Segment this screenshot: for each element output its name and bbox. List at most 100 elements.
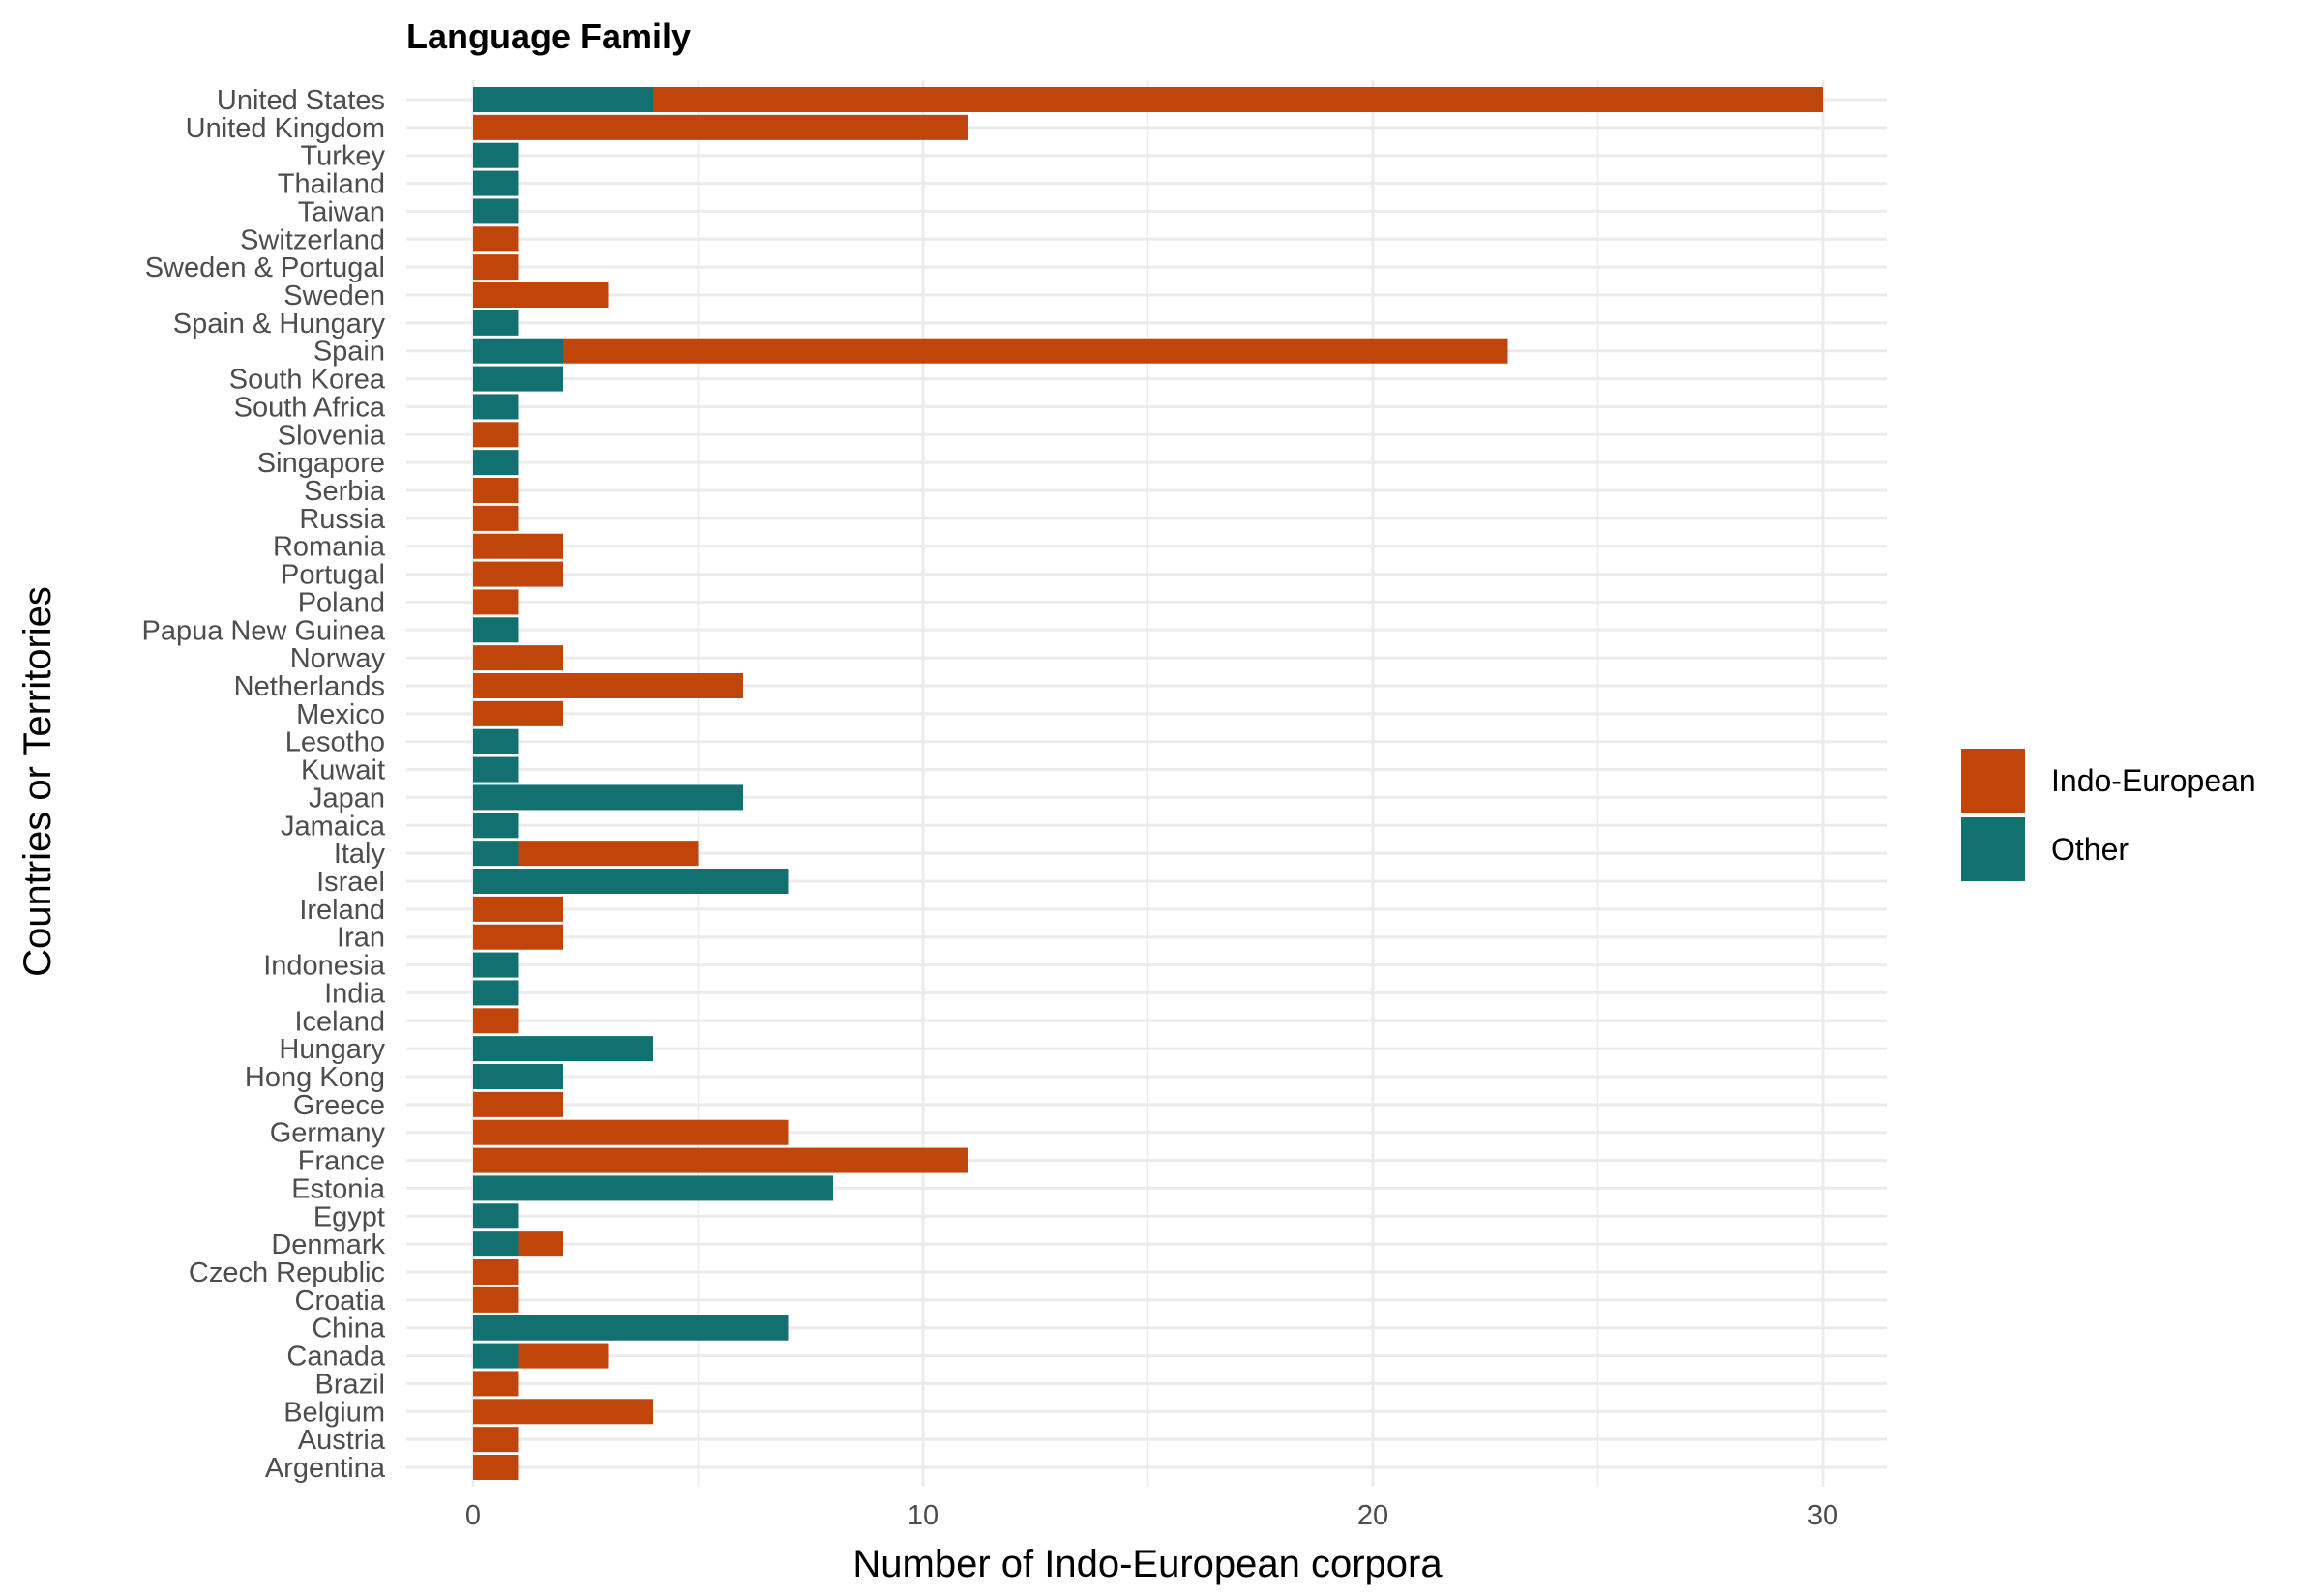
y-tick-label: Iceland (294, 1006, 385, 1037)
y-tick-label: Israel (316, 867, 385, 898)
y-tick-label: Lesotho (285, 727, 385, 758)
y-tick-label: Portugal (281, 560, 385, 591)
bar-indo-european (518, 1343, 609, 1369)
y-tick-label: China (312, 1314, 386, 1345)
bar-indo-european (473, 533, 563, 559)
bar-other (473, 1203, 519, 1229)
bar-indo-european (473, 478, 519, 503)
bar-indo-european (473, 673, 743, 698)
y-tick-label: Kuwait (301, 755, 385, 786)
chart-title: Language Family (406, 16, 691, 56)
y-tick-label: Czech Republic (189, 1257, 385, 1288)
bar-indo-european (473, 422, 519, 448)
y-tick-label: Ireland (299, 895, 385, 926)
y-tick-label: Singapore (257, 448, 385, 479)
y-tick-label: Russia (299, 504, 386, 535)
bar-indo-european (473, 254, 519, 281)
y-tick-label: Greece (293, 1090, 385, 1121)
bar-other (473, 784, 743, 811)
y-tick-label: Brazil (314, 1369, 385, 1400)
bar-indo-european (473, 924, 563, 950)
bars (473, 87, 1823, 1480)
y-tick-label: Norway (290, 643, 386, 674)
y-tick-label: France (298, 1146, 385, 1177)
bar-other (473, 170, 519, 196)
legend-label: Indo-European (2051, 763, 2256, 798)
x-tick-label: 10 (908, 1500, 938, 1531)
bar-indo-european (473, 589, 519, 615)
bar-indo-european (473, 1119, 789, 1145)
bar-indo-european (473, 1427, 519, 1453)
x-tick-label: 30 (1807, 1500, 1838, 1531)
bar-indo-european (473, 896, 563, 922)
bar-other (473, 617, 519, 643)
y-tick-label: Spain (313, 337, 385, 368)
bar-other (473, 198, 519, 224)
y-tick-label: Japan (309, 783, 385, 813)
bar-indo-european (473, 505, 519, 531)
y-tick-label: Belgium (283, 1397, 385, 1428)
y-tick-label: Netherlands (234, 671, 385, 702)
y-tick-label: Poland (298, 587, 385, 618)
bar-other (473, 756, 519, 783)
bar-indo-european (473, 1399, 653, 1425)
y-tick-label: Italy (334, 839, 386, 870)
bar-other (473, 366, 563, 392)
y-tick-label: Turkey (300, 141, 385, 172)
bar-other (473, 338, 563, 364)
bar-other (473, 952, 519, 978)
bar-other (473, 1175, 833, 1201)
y-tick-label: Iran (337, 923, 385, 954)
bar-indo-european (473, 114, 968, 140)
bar-indo-european (518, 841, 699, 867)
grid (406, 80, 1887, 1487)
bar-indo-european (473, 1008, 519, 1034)
bar-other (473, 869, 789, 894)
y-tick-label: United States (217, 85, 385, 116)
legend: Indo-European Other (1961, 749, 2256, 881)
bar-indo-european (473, 645, 563, 671)
bar-indo-european (653, 87, 1823, 112)
y-tick-label: Serbia (304, 476, 386, 507)
bar-other (473, 394, 519, 420)
bar-other (473, 980, 519, 1006)
y-tick-label: Hong Kong (245, 1062, 385, 1093)
bar-indo-european (473, 1147, 968, 1173)
legend-swatch (1961, 817, 2025, 881)
y-tick-label: South Korea (229, 365, 386, 396)
bar-other (473, 1343, 519, 1369)
y-tick-label: Mexico (296, 699, 385, 730)
bar-other (473, 450, 519, 476)
bar-other (473, 1315, 789, 1341)
y-tick-label: Jamaica (281, 811, 386, 842)
y-tick-label: Sweden & Portugal (145, 252, 385, 283)
y-tick-label: Argentina (265, 1453, 386, 1484)
y-tick-label: Egypt (313, 1201, 385, 1232)
bar-indo-european (473, 1091, 563, 1117)
y-tick-label: Denmark (271, 1229, 385, 1260)
bar-other (473, 142, 519, 168)
y-tick-label: India (324, 978, 386, 1009)
y-tick-label: Austria (298, 1425, 386, 1456)
y-tick-label: Estonia (291, 1173, 386, 1204)
bar-indo-european (473, 1455, 519, 1480)
legend-label: Other (2051, 832, 2128, 867)
bar-indo-european (473, 700, 563, 726)
bar-other (473, 310, 519, 336)
y-tick-label: Papua New Guinea (142, 615, 386, 646)
bar-other (473, 1064, 563, 1089)
y-tick-label: Thailand (278, 169, 385, 200)
y-tick-label: Germany (270, 1118, 386, 1149)
bar-indo-european (473, 282, 609, 308)
y-tick-label: Indonesia (263, 951, 386, 982)
bar-indo-european (473, 1371, 519, 1397)
bar-indo-european (518, 1231, 563, 1257)
x-tick-label: 20 (1357, 1500, 1388, 1531)
y-tick-label: Hungary (279, 1034, 385, 1065)
y-tick-label: Spain & Hungary (173, 309, 386, 340)
y-tick-label: Sweden (283, 281, 385, 311)
x-axis-title: Number of Indo-European corpora (852, 1543, 1443, 1585)
y-tick-label: Switzerland (240, 224, 385, 255)
